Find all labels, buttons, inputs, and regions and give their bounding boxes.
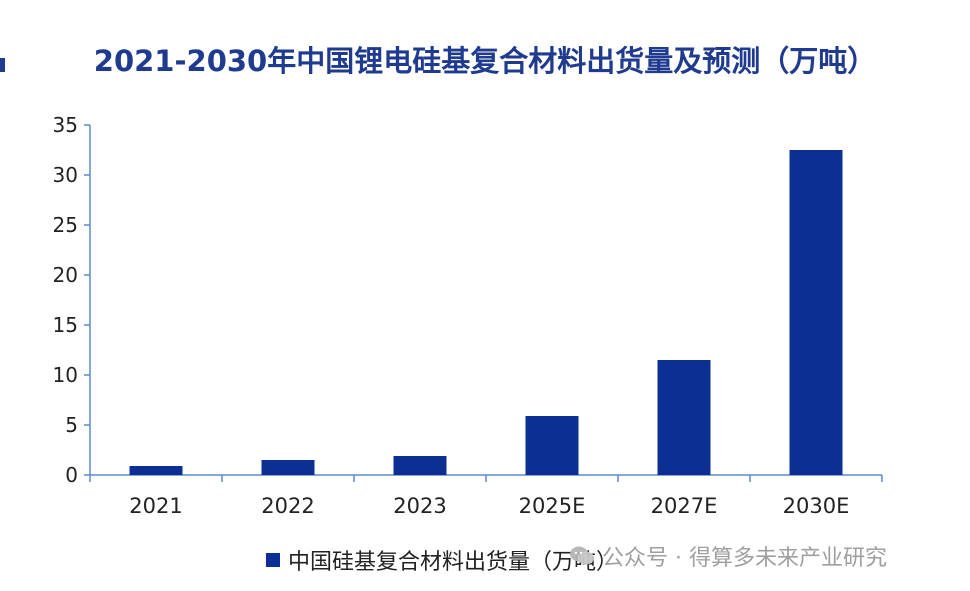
chart-title: 2021-2030年中国锂电硅基复合材料出货量及预测（万吨） xyxy=(93,44,877,78)
y-tick-label: 35 xyxy=(53,113,78,137)
x-tick-label: 2025E xyxy=(519,494,586,518)
legend: 中国硅基复合材料出货量（万吨） xyxy=(266,544,618,576)
watermark: 公众号 · 得算多未来产业研究 xyxy=(568,540,887,572)
y-tick-label: 25 xyxy=(53,213,78,237)
legend-label: 中国硅基复合材料出货量（万吨） xyxy=(288,550,619,575)
y-tick-label: 5 xyxy=(65,413,78,437)
bar-2030E xyxy=(789,150,843,475)
x-tick-label: 2022 xyxy=(261,494,314,518)
bar-2027E xyxy=(657,360,711,475)
y-tick-label: 30 xyxy=(53,163,78,187)
legend-swatch xyxy=(266,553,280,567)
x-tick-label: 2027E xyxy=(651,494,718,518)
y-tick-label: 15 xyxy=(53,313,78,337)
watermark-text: 公众号 · 得算多未来产业研究 xyxy=(602,546,887,571)
x-tick-label: 2023 xyxy=(393,494,446,518)
wechat-icon xyxy=(570,546,594,565)
bar-2023 xyxy=(393,456,447,475)
y-tick-label: 0 xyxy=(65,463,78,487)
y-tick-label: 20 xyxy=(53,263,78,287)
x-tick-label: 2030E xyxy=(783,494,850,518)
x-tick-label: 2021 xyxy=(129,494,182,518)
bar-2022 xyxy=(261,460,315,475)
bar-2025E xyxy=(525,416,579,475)
bar-2021 xyxy=(129,466,183,475)
y-tick-label: 10 xyxy=(53,363,78,387)
edge-mark xyxy=(0,58,5,72)
